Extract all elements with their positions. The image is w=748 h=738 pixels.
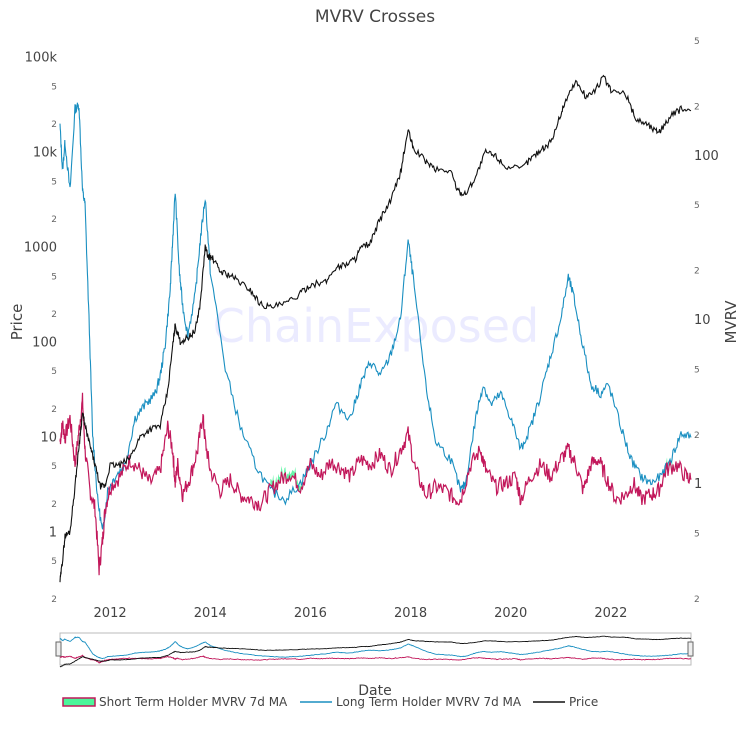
- legend-label-long-term: Long Term Holder MVRV 7d MA: [336, 695, 522, 709]
- x-tick-label: 2018: [394, 606, 427, 621]
- x-axis: 2012 2014 2016 2018 2020 2022: [94, 606, 628, 621]
- legend-label-price: Price: [569, 695, 598, 709]
- y-right-tick-label: 100: [694, 149, 719, 164]
- y-right-minor-tick-label: 2: [694, 267, 700, 277]
- y-left-minor-tick-label: 2: [51, 595, 57, 605]
- x-axis-title: Date: [358, 683, 391, 699]
- price-line: [59, 74, 692, 583]
- y-left-axis: 1 10 100 1000 10k 100k 2 5 2 5 2 5 2 5 2 5 2 5: [24, 51, 58, 605]
- y-left-axis-title: Price: [8, 304, 26, 341]
- y-left-minor-tick-label: 2: [51, 120, 57, 130]
- y-right-tick-label: 10: [694, 313, 711, 328]
- y-right-minor-tick-label: 5: [694, 530, 700, 540]
- y-left-minor-tick-label: 2: [51, 310, 57, 320]
- range-slider-preview: [59, 635, 692, 668]
- short-term-mvrv-line: [59, 392, 692, 576]
- x-tick-label: 2022: [594, 606, 627, 621]
- mini-short-term-line: [59, 654, 692, 664]
- range-slider-track[interactable]: [59, 632, 692, 666]
- y-left-minor-tick-label: 2: [51, 405, 57, 415]
- watermark: ChainExposed: [213, 299, 540, 353]
- mini-long-term-line: [59, 636, 692, 660]
- y-left-minor-tick-label: 5: [51, 272, 57, 282]
- y-left-tick-label: 1000: [24, 241, 57, 256]
- y-right-minor-tick-label: 2: [694, 102, 700, 112]
- x-tick-label: 2020: [494, 606, 527, 621]
- y-left-minor-tick-label: 5: [51, 82, 57, 92]
- chart-title: MVRV Crosses: [315, 7, 435, 27]
- y-left-minor-tick-label: 5: [51, 557, 57, 567]
- y-left-minor-tick-label: 5: [51, 177, 57, 187]
- legend-item-short-term[interactable]: Short Term Holder MVRV 7d MA: [62, 695, 288, 709]
- y-left-tick-label: 10: [40, 431, 57, 446]
- y-right-minor-tick-label: 2: [694, 431, 700, 441]
- y-left-minor-tick-label: 5: [51, 462, 57, 472]
- range-slider[interactable]: [55, 632, 694, 668]
- y-right-axis: 1 10 100 2 5 2 5 2 5 2 5: [694, 37, 719, 605]
- y-right-axis-title: MVRV: [722, 300, 740, 344]
- y-left-minor-tick-label: 5: [51, 367, 57, 377]
- x-tick-label: 2016: [294, 606, 327, 621]
- y-right-minor-tick-label: 5: [694, 37, 700, 47]
- legend: Short Term Holder MVRV 7d MA Long Term H…: [62, 695, 598, 709]
- x-tick-label: 2014: [194, 606, 227, 621]
- range-slider-left-handle[interactable]: [55, 641, 62, 657]
- legend-item-price[interactable]: Price: [533, 695, 598, 709]
- legend-item-long-term[interactable]: Long Term Holder MVRV 7d MA: [300, 695, 522, 709]
- y-left-tick-label: 1: [49, 526, 57, 541]
- y-right-minor-tick-label: 5: [694, 201, 700, 211]
- y-right-minor-tick-label: 5: [694, 365, 700, 375]
- legend-swatch-short-term: [62, 697, 96, 707]
- y-left-tick-label: 10k: [33, 146, 58, 161]
- y-left-tick-label: 100k: [25, 51, 58, 66]
- mini-price-line: [59, 635, 691, 668]
- y-right-tick-label: 1: [694, 477, 702, 492]
- legend-label-short-term: Short Term Holder MVRV 7d MA: [99, 695, 288, 709]
- y-right-minor-tick-label: 2: [694, 595, 700, 605]
- plot-area: [59, 74, 692, 583]
- y-left-minor-tick-label: 2: [51, 215, 57, 225]
- y-left-minor-tick-label: 2: [51, 500, 57, 510]
- y-left-tick-label: 100: [32, 336, 57, 351]
- range-slider-right-handle[interactable]: [687, 641, 694, 657]
- x-tick-label: 2012: [94, 606, 127, 621]
